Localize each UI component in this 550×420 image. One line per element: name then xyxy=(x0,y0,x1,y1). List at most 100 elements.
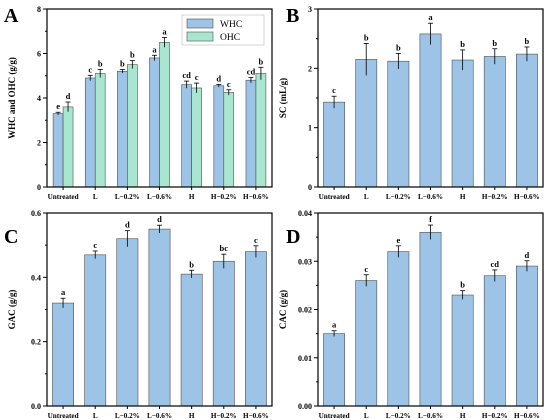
bar xyxy=(191,87,202,188)
x-tick-label: H−0.6% xyxy=(514,193,540,201)
significance-letter: d xyxy=(66,91,71,101)
x-tick-label: H xyxy=(189,193,195,201)
panel-label: D xyxy=(286,226,300,248)
x-tick-label: L xyxy=(93,193,98,201)
x-tick-label: L−0.6% xyxy=(418,193,443,201)
y-tick-label: 6 xyxy=(37,50,41,59)
x-tick-label: L xyxy=(93,412,98,420)
bar xyxy=(52,302,74,407)
y-tick-label: 0.02 xyxy=(298,306,312,315)
bar xyxy=(180,273,203,407)
y-axis-label: WHC and OHC (g/g) xyxy=(7,57,17,139)
bar xyxy=(127,64,138,188)
significance-letter: c xyxy=(88,64,92,74)
x-tick-label: Untreated xyxy=(319,193,350,201)
bar xyxy=(451,59,474,188)
y-tick-label: 8 xyxy=(37,5,41,14)
significance-letter: d xyxy=(125,220,130,230)
significance-letter: d xyxy=(157,214,162,224)
x-tick-label: H xyxy=(460,412,466,420)
y-tick-label: 4 xyxy=(37,94,41,103)
bar xyxy=(84,254,107,407)
x-tick-label: H−0.6% xyxy=(514,412,540,420)
bar xyxy=(94,73,106,188)
x-tick-label: L−0.2% xyxy=(115,193,140,201)
y-tick-label: 1 xyxy=(308,124,312,133)
x-tick-label: Untreated xyxy=(48,193,79,201)
y-tick-label: 2 xyxy=(37,139,41,148)
bar xyxy=(516,265,538,407)
significance-letter: c xyxy=(93,240,97,250)
x-tick-label: H−0.2% xyxy=(482,412,508,420)
x-tick-label: Untreated xyxy=(48,412,79,420)
bar xyxy=(387,60,410,188)
bar xyxy=(245,79,257,188)
y-tick-label: 0.2 xyxy=(31,338,41,347)
bar xyxy=(387,251,410,407)
y-tick-label: 2 xyxy=(308,64,312,73)
x-tick-label: H−0.2% xyxy=(211,193,237,201)
x-tick-label: L−0.6% xyxy=(147,412,172,420)
significance-letter: b xyxy=(525,36,530,46)
legend: WHC OHC xyxy=(181,14,265,46)
bar xyxy=(159,42,170,188)
x-tick-label: L−0.2% xyxy=(115,412,140,420)
chart-panel-b: B 0 1 2 3 SC (mL/g) c Untreated b Lb L−0.2% a L−0.6%… xyxy=(278,5,544,201)
significance-letter: d xyxy=(525,250,530,260)
bar xyxy=(148,228,171,407)
significance-letter: e xyxy=(396,235,400,245)
significance-letter: b xyxy=(460,39,465,49)
bar xyxy=(355,280,378,407)
panel-label: C xyxy=(4,226,18,248)
panel-label: A xyxy=(4,5,19,27)
x-tick-label: L−0.2% xyxy=(386,412,411,420)
significance-letter: b xyxy=(120,59,125,69)
bar xyxy=(255,73,267,188)
legend-swatch xyxy=(186,18,214,29)
y-tick-label: 0.4 xyxy=(31,273,41,282)
significance-letter: cd xyxy=(182,70,191,80)
plot-frame xyxy=(46,8,273,188)
x-tick-label: L xyxy=(364,193,369,201)
y-tick-label: 0 xyxy=(308,183,312,192)
x-tick-label: L−0.6% xyxy=(418,412,443,420)
bar xyxy=(84,77,96,188)
x-tick-label: L−0.2% xyxy=(386,193,411,201)
significance-letter: a xyxy=(332,320,337,330)
bar xyxy=(323,333,345,407)
bar xyxy=(483,275,506,407)
legend-label: WHC xyxy=(220,20,242,30)
significance-letter: b xyxy=(98,59,103,69)
bar xyxy=(212,260,235,407)
bar xyxy=(117,71,128,188)
significance-letter: bc xyxy=(220,243,229,253)
x-tick-label: L−0.6% xyxy=(147,193,172,201)
plot-frame xyxy=(317,8,544,188)
significance-letter: cd xyxy=(247,67,256,77)
significance-letter: a xyxy=(428,12,433,22)
panel-label: B xyxy=(286,5,299,27)
significance-letter: c xyxy=(195,72,199,82)
significance-letter: a xyxy=(162,26,167,36)
x-tick-label: L xyxy=(364,412,369,420)
significance-letter: c xyxy=(332,85,336,95)
bar xyxy=(516,53,538,188)
significance-letter: a xyxy=(152,44,157,54)
significance-letter: b xyxy=(492,38,497,48)
bar xyxy=(483,56,506,188)
legend-swatch xyxy=(186,31,214,42)
significance-letter: a xyxy=(61,287,66,297)
significance-letter: c xyxy=(254,235,258,245)
x-tick-label: H−0.6% xyxy=(243,193,269,201)
significance-letter: e xyxy=(56,101,60,111)
significance-letter: b xyxy=(460,280,465,290)
significance-letter: b xyxy=(130,50,135,60)
x-tick-label: H−0.6% xyxy=(243,412,269,420)
y-tick-label: 0.03 xyxy=(298,257,312,266)
bar xyxy=(419,232,442,407)
y-axis-label: GAC (g/g) xyxy=(7,290,17,330)
plot-frame xyxy=(46,212,273,407)
legend-label: OHC xyxy=(220,33,240,43)
bar xyxy=(52,113,64,188)
